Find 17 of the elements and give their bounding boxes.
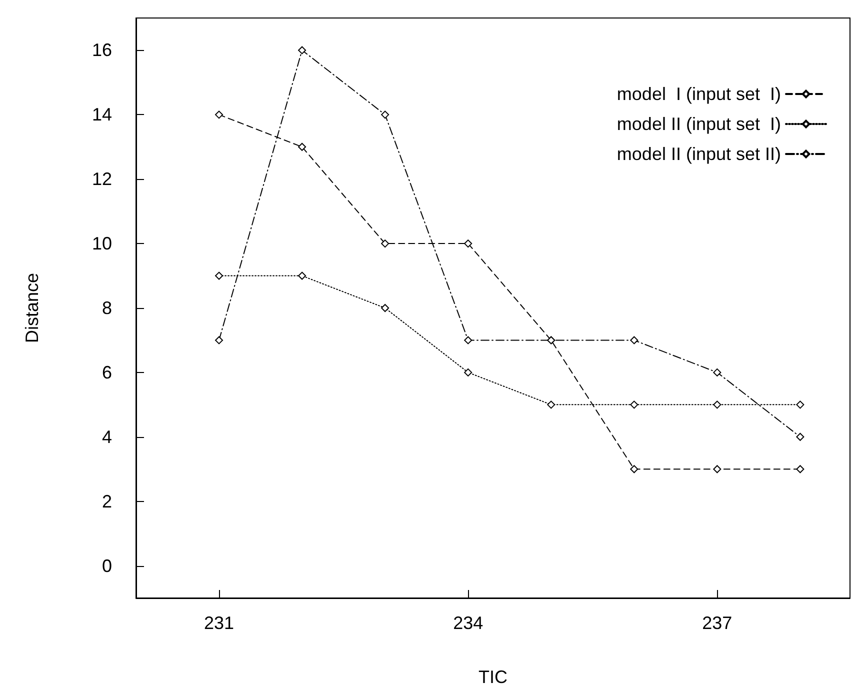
y-tick-label: 14 — [92, 104, 112, 125]
y-axis-title: Distance — [22, 272, 42, 344]
legend-label: model II (input set II) — [616, 144, 781, 164]
x-tick-label: 231 — [204, 613, 234, 633]
y-tick-label: 12 — [92, 169, 112, 190]
legend-label: model I (input set I) — [616, 84, 781, 104]
y-tick-label: 16 — [92, 40, 112, 60]
x-tick-label: 237 — [702, 613, 732, 633]
y-tick-label: 6 — [102, 362, 112, 382]
y-tick-label: 0 — [102, 556, 112, 576]
y-tick-label: 10 — [92, 234, 112, 254]
legend-label: model II (input set I) — [616, 114, 781, 134]
y-tick-label: 8 — [102, 298, 112, 318]
y-tick-label: 4 — [102, 426, 112, 447]
y-tick-label: 2 — [102, 491, 112, 512]
x-tick-label: 234 — [453, 613, 484, 633]
x-axis-title: TIC — [478, 667, 508, 687]
